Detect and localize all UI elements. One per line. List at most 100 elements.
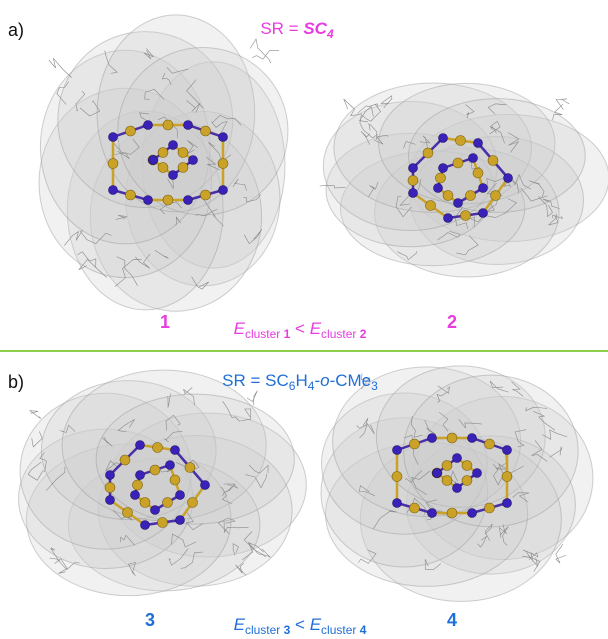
atom-cu bbox=[184, 121, 193, 130]
atom-cu bbox=[439, 164, 448, 173]
molecule-art bbox=[19, 15, 608, 602]
atom-s bbox=[126, 126, 136, 136]
formula-part: 3 bbox=[371, 379, 378, 393]
relation-part: 4 bbox=[360, 623, 367, 637]
atom-s bbox=[453, 158, 463, 168]
atom-cu bbox=[393, 446, 402, 455]
atom-cu bbox=[176, 516, 185, 525]
relation-part: cluster bbox=[245, 327, 284, 341]
atom-s bbox=[456, 136, 466, 146]
atom-s bbox=[140, 498, 150, 508]
atom-cu bbox=[503, 446, 512, 455]
atom-s bbox=[447, 508, 457, 518]
relation-part: E bbox=[234, 319, 246, 338]
atom-s bbox=[133, 480, 143, 490]
atom-cu bbox=[169, 141, 178, 150]
atom-s bbox=[485, 439, 495, 449]
atom-cu bbox=[473, 469, 482, 478]
atom-s bbox=[466, 191, 476, 201]
atom-s bbox=[170, 475, 180, 485]
atom-s bbox=[462, 461, 472, 471]
atom-cu bbox=[439, 134, 448, 143]
atom-s bbox=[185, 463, 195, 473]
compound-label: 3 bbox=[145, 610, 155, 630]
atom-s bbox=[120, 455, 130, 465]
atom-s bbox=[410, 439, 420, 449]
atom-s bbox=[423, 148, 433, 158]
wireframe bbox=[30, 411, 41, 419]
atom-s bbox=[126, 190, 136, 200]
atom-cu bbox=[151, 506, 160, 515]
atom-cu bbox=[136, 471, 145, 480]
atom-cu bbox=[434, 184, 443, 193]
panel-label: a) bbox=[8, 20, 24, 40]
formula-part: 4 bbox=[326, 27, 334, 41]
atom-cu bbox=[469, 154, 478, 163]
atom-s bbox=[488, 156, 498, 166]
atom-cu bbox=[141, 521, 150, 530]
atom-cu bbox=[144, 121, 153, 130]
atom-s bbox=[442, 461, 452, 471]
figure: a) SR = SC4 1 2 Ecluster 1 < Ecluster 2 … bbox=[0, 0, 608, 639]
energy-relation: Ecluster 1 < Ecluster 2 bbox=[234, 319, 367, 341]
formula-part: SC bbox=[303, 19, 327, 38]
atom-cu bbox=[171, 446, 180, 455]
relation-part: < bbox=[290, 615, 309, 634]
atom-cu bbox=[393, 499, 402, 508]
formula: SR = SC6H4-o-CMe3 bbox=[222, 371, 378, 393]
atom-s bbox=[491, 191, 501, 201]
atom-s bbox=[201, 190, 211, 200]
atom-s bbox=[188, 498, 198, 508]
atom-s bbox=[158, 163, 168, 173]
atom-cu bbox=[176, 491, 185, 500]
atom-s bbox=[442, 476, 452, 486]
atom-s bbox=[485, 503, 495, 513]
atom-s bbox=[163, 195, 173, 205]
energy-relation: Ecluster 3 < Ecluster 4 bbox=[234, 615, 367, 637]
relation-part: < bbox=[290, 319, 309, 338]
formula-part: SR = bbox=[260, 19, 303, 38]
atom-cu bbox=[504, 174, 513, 183]
atom-cu bbox=[468, 509, 477, 518]
atom-s bbox=[392, 472, 402, 482]
atom-cu bbox=[144, 196, 153, 205]
atom-cu bbox=[219, 133, 228, 142]
relation-part: cluster bbox=[321, 623, 360, 637]
atom-cu bbox=[189, 156, 198, 165]
atom-s bbox=[218, 159, 228, 169]
formula-part: -CMe bbox=[330, 371, 372, 390]
atom-s bbox=[443, 191, 453, 201]
atom-cu bbox=[109, 186, 118, 195]
atom-s bbox=[105, 483, 115, 493]
atom-cu bbox=[503, 499, 512, 508]
atom-cu bbox=[409, 189, 418, 198]
atom-cu bbox=[474, 139, 483, 148]
atom-s bbox=[436, 173, 446, 183]
atom-cu bbox=[468, 434, 477, 443]
atom-cu bbox=[201, 481, 210, 490]
atom-s bbox=[426, 201, 436, 211]
atom-s bbox=[461, 211, 471, 221]
atom-cu bbox=[453, 484, 462, 493]
atom-cu bbox=[131, 491, 140, 500]
formula-part: o bbox=[320, 371, 329, 390]
compound-label: 1 bbox=[160, 312, 170, 332]
atom-s bbox=[153, 443, 163, 453]
atom-s bbox=[201, 126, 211, 136]
atom-cu bbox=[106, 496, 115, 505]
atom-s bbox=[123, 508, 133, 518]
atom-s bbox=[163, 498, 173, 508]
atom-s bbox=[447, 433, 457, 443]
atom-cu bbox=[136, 441, 145, 450]
atom-cu bbox=[444, 214, 453, 223]
atom-cu bbox=[184, 196, 193, 205]
atom-cu bbox=[433, 469, 442, 478]
atom-cu bbox=[453, 454, 462, 463]
formula-part: SR = SC bbox=[222, 371, 289, 390]
formula: SR = SC4 bbox=[260, 19, 334, 41]
atom-s bbox=[408, 176, 418, 186]
atom-s bbox=[502, 472, 512, 482]
atom-cu bbox=[106, 471, 115, 480]
atom-s bbox=[108, 159, 118, 169]
atom-s bbox=[410, 503, 420, 513]
